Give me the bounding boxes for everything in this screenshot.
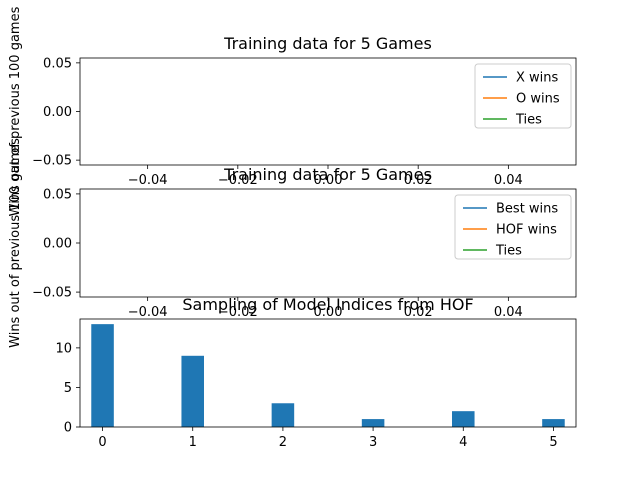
y-tick-label: 0.00	[43, 237, 72, 252]
legend-label: X wins	[516, 71, 559, 86]
x-tick-label: 0.00	[314, 305, 343, 320]
subplot-2: −0.04 −0.02 0.00 0.02 0.04 0.05 0.00 −0.05 Train…	[8, 138, 577, 348]
bar	[361, 419, 385, 427]
y-tick-label: 0.00	[43, 105, 72, 120]
x-tick-label: 0.00	[314, 173, 343, 188]
legend-label: Best wins	[496, 202, 558, 217]
x-tick-label: 0	[98, 435, 106, 450]
bar	[542, 419, 565, 427]
y-tick-label: 10	[55, 341, 72, 356]
x-tick-label: 3	[369, 435, 377, 450]
x-tick-label: 0.04	[494, 305, 523, 320]
subplot-3: 0 1 2 3 4 5 0 5 10 Sampling of Model Indices from…	[55, 295, 577, 450]
y-tick-label: 0	[64, 421, 72, 436]
x-tick-label: 5	[549, 435, 557, 450]
x-tick-label: 0.02	[404, 305, 433, 320]
legend-label: O wins	[516, 92, 560, 107]
legend-label: HOF wins	[496, 223, 557, 238]
bar	[91, 324, 114, 427]
x-tick-label: −0.04	[128, 173, 168, 188]
legend-box	[454, 194, 572, 260]
bar	[181, 355, 204, 427]
x-tick-label: 0.04	[494, 173, 523, 188]
y-tick-label: 5	[64, 381, 72, 396]
subplot-1: −0.04 −0.02 0.00 0.02 0.04 0.05 0.00 −0.05 Train…	[8, 6, 577, 216]
bar	[271, 403, 295, 427]
x-tick-label: −0.02	[218, 173, 258, 188]
x-tick-label: −0.02	[218, 305, 258, 320]
chart-title: Training data for 5 Games	[223, 165, 432, 184]
x-tick-label: 2	[279, 435, 287, 450]
legend-label: Ties	[495, 244, 522, 259]
chart-title: Sampling of Model Indices from HOF	[182, 295, 473, 314]
chart-title: Training data for 5 Games	[223, 34, 432, 53]
y-tick-label: 0.05	[43, 187, 72, 202]
y-tick-label: −0.05	[32, 286, 72, 301]
x-tick-label: 1	[189, 435, 197, 450]
x-tick-label: −0.04	[128, 305, 168, 320]
bar	[452, 411, 475, 427]
axes-frame	[79, 318, 577, 428]
legend-box	[474, 63, 572, 129]
y-tick-label: −0.05	[32, 154, 72, 169]
y-axis-label: Wins out of previous 100 games	[8, 138, 23, 348]
legend-label: Ties	[515, 113, 542, 128]
x-tick-label: 4	[459, 435, 467, 450]
x-tick-label: 0.02	[404, 173, 433, 188]
y-tick-label: 0.05	[43, 56, 72, 71]
y-axis-label: Wins out of previous 100 games	[8, 6, 23, 216]
